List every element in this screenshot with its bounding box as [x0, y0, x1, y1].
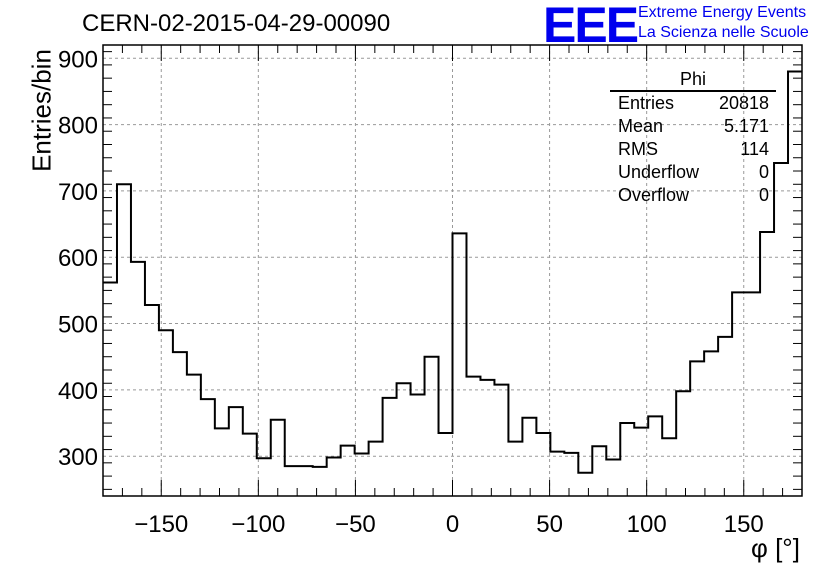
logo-text-line2: La Scienza nelle Scuole	[638, 24, 809, 41]
x-tick-label: 100	[627, 511, 667, 538]
eee-logo: EEE	[543, 0, 639, 53]
x-tick-label: −50	[335, 511, 376, 538]
y-axis-label: Entries/bin	[26, 49, 57, 172]
y-tick-label: 300	[58, 444, 98, 471]
y-tick-label: 800	[58, 113, 98, 140]
x-tick-label: 50	[536, 511, 563, 538]
stats-label: Overflow	[618, 185, 690, 205]
x-tick-label: 150	[724, 511, 764, 538]
x-tick-label: −150	[134, 511, 188, 538]
stats-box: Phi Entries 20818 Mean 5.171 RMS 114 Und…	[610, 68, 776, 207]
logo-text-line1: Extreme Energy Events	[638, 4, 807, 21]
histogram-series	[103, 70, 802, 474]
stats-title: Phi	[610, 68, 776, 92]
x-axis-label: φ [°]	[751, 533, 800, 563]
stats-value: 114	[740, 139, 769, 159]
y-tick-label: 400	[58, 378, 98, 405]
stats-row-underflow: Underflow 0	[610, 161, 776, 184]
stats-row-overflow: Overflow 0	[610, 184, 776, 207]
stats-row-rms: RMS 114	[610, 138, 776, 161]
stats-row-mean: Mean 5.171	[610, 115, 776, 138]
stats-label: Underflow	[618, 162, 700, 182]
x-tick-label: −100	[231, 511, 285, 538]
stats-row-entries: Entries 20818	[610, 92, 776, 115]
stats-label: RMS	[618, 139, 658, 159]
stats-label: Entries	[618, 93, 675, 113]
y-tick-label: 500	[58, 312, 98, 339]
stats-value: 5.171	[723, 116, 769, 136]
y-tick-label: 600	[58, 245, 98, 272]
y-tick-label: 700	[58, 179, 98, 206]
stats-value: 20818	[718, 93, 769, 113]
chart-title: CERN-02-2015-04-29-00090	[82, 10, 391, 37]
stats-value: 0	[758, 162, 769, 182]
x-tick-label: 0	[446, 511, 459, 538]
y-tick-label: 900	[58, 46, 98, 73]
stats-value: 0	[758, 185, 769, 205]
stats-label: Mean	[618, 116, 664, 136]
